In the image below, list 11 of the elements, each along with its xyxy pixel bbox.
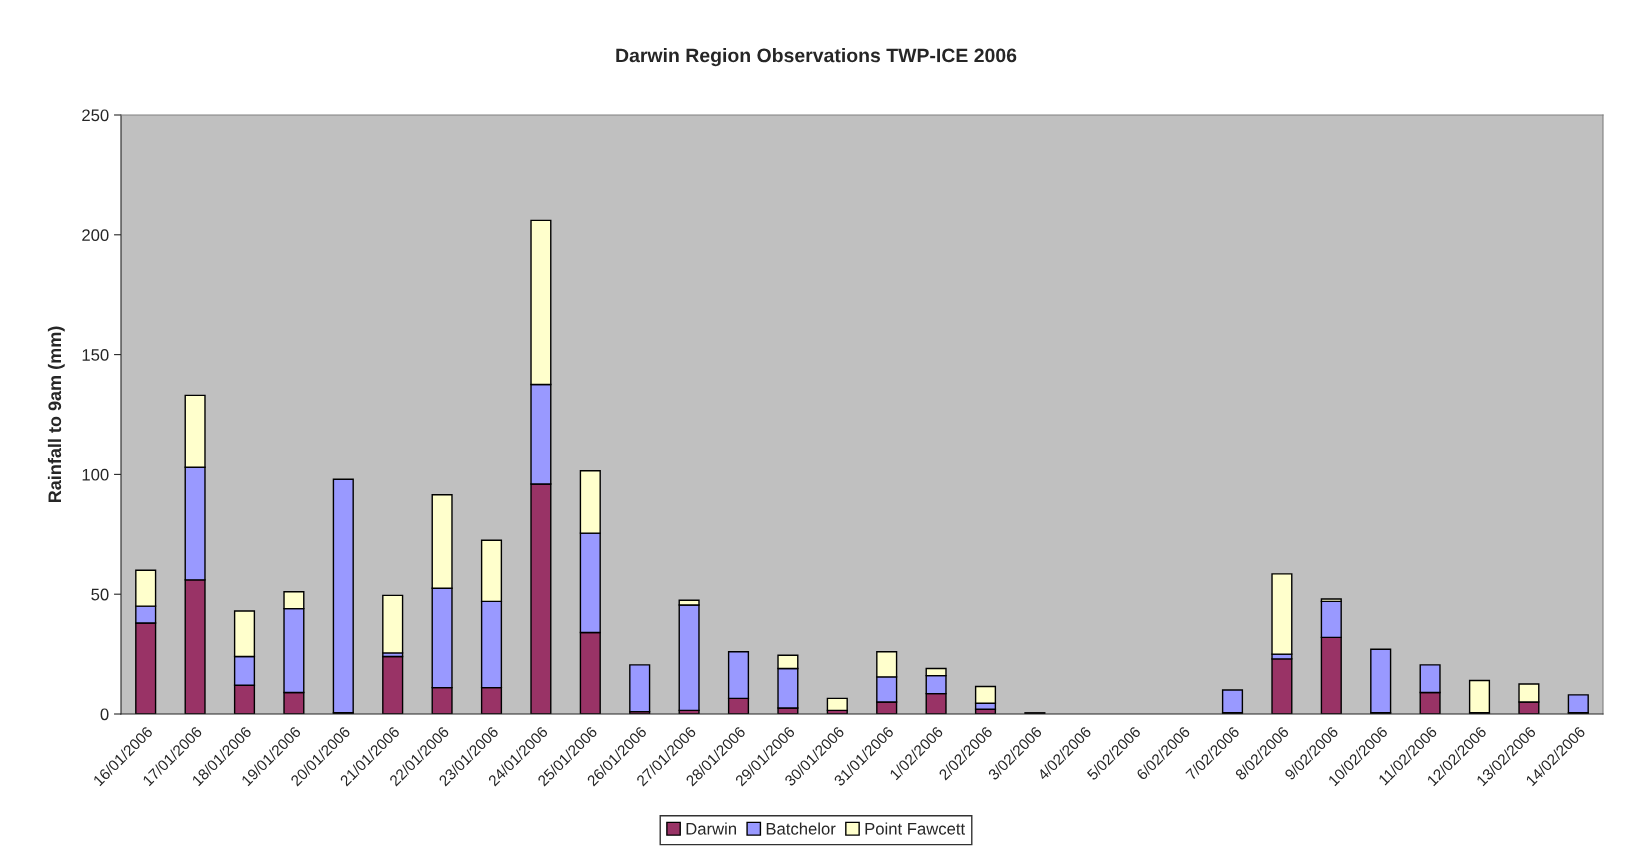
y-tick-label: 100 bbox=[82, 468, 109, 481]
y-tick-label: 50 bbox=[91, 588, 109, 601]
y-axis-title: Rainfall to 9am (mm) bbox=[47, 326, 65, 503]
chart-title: Darwin Region Observations TWP-ICE 2006 bbox=[616, 48, 1017, 67]
y-tick-label: 200 bbox=[82, 229, 109, 241]
y-tick-label: 150 bbox=[82, 349, 109, 361]
legend-label: Point Fawcett bbox=[865, 822, 965, 835]
y-tick-label: 250 bbox=[82, 109, 109, 122]
legend-label: Batchelor bbox=[766, 822, 836, 835]
legend-label: Darwin bbox=[686, 822, 736, 835]
y-tick-label: 0 bbox=[100, 708, 109, 721]
